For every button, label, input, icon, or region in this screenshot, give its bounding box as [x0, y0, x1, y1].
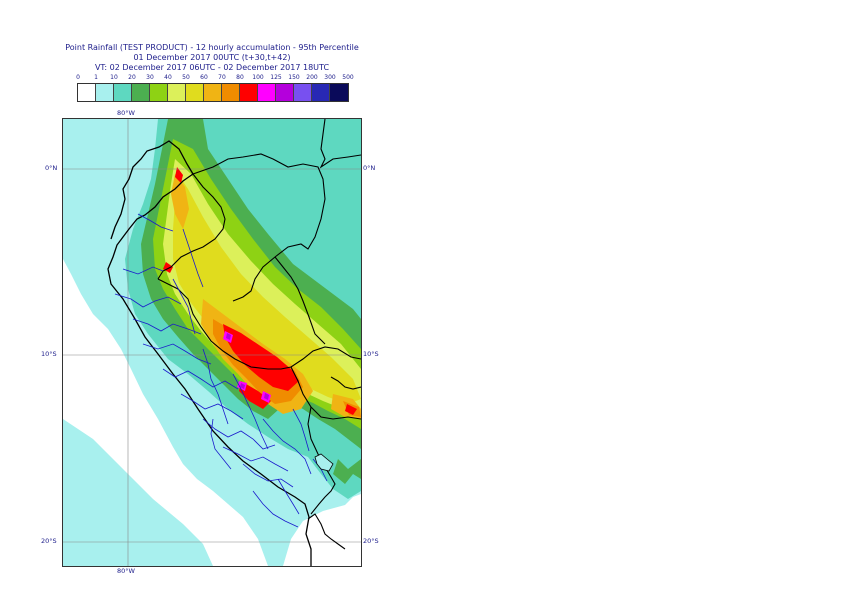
lat-label-right-20s: 20°S: [363, 537, 379, 545]
legend-tick-label: 60: [200, 74, 208, 81]
legend-swatch: [168, 84, 186, 101]
legend-swatch: [186, 84, 204, 101]
legend-tick-label: 70: [218, 74, 226, 81]
legend-tick-label: 100: [252, 74, 264, 81]
legend-swatch: [240, 84, 258, 101]
legend-tick-label: 10: [110, 74, 118, 81]
lat-label-left-0: 0°N: [45, 164, 58, 172]
legend-swatch: [258, 84, 276, 101]
legend-tick-label: 20: [128, 74, 136, 81]
legend-tick-label: 0: [76, 74, 80, 81]
rain-zone-80-100mm: [163, 167, 357, 415]
legend-swatch: [312, 84, 330, 101]
legend-tick-label: 300: [324, 74, 336, 81]
legend-swatch: [204, 84, 222, 101]
legend-tick-label: 40: [164, 74, 172, 81]
color-scale-legend: 0 1 10 20 30 40 50 60 70 80 100 125 150 200 300 500: [76, 74, 354, 104]
legend-tick-label: 200: [306, 74, 318, 81]
legend-tick-label: 50: [182, 74, 190, 81]
coastline: [107, 140, 312, 566]
graticule: [63, 119, 361, 566]
legend-tick-label: 125: [270, 74, 282, 81]
map-canvas: [63, 119, 361, 566]
legend-tick-label: 30: [146, 74, 154, 81]
legend-swatch: [96, 84, 114, 101]
lake-outline: [314, 453, 334, 472]
lat-label-right-0: 0°N: [363, 164, 376, 172]
lat-label-left-10s: 10°S: [41, 350, 57, 358]
legend-tick-label: 1: [94, 74, 98, 81]
rainfall-map[interactable]: [62, 118, 362, 567]
regional-borders: [114, 213, 328, 528]
validity-time-text: VT: 02 December 2017 06UTC - 02 December…: [94, 63, 330, 72]
legend-swatch: [78, 84, 96, 101]
legend-tick-label: 150: [288, 74, 300, 81]
legend-swatch: [132, 84, 150, 101]
map-title: Point Rainfall (TEST PRODUCT) - 12 hourl…: [65, 43, 359, 52]
forecast-run-text: 01 December 2017 00UTC (t+30,t+42): [133, 53, 291, 62]
legend-swatch: [276, 84, 294, 101]
legend-swatch: [330, 84, 348, 101]
legend-swatch: [222, 84, 240, 101]
lon-label-top: 80°W: [117, 109, 135, 117]
rain-zone-50-60mm: [173, 174, 361, 404]
legend-swatch: [294, 84, 312, 101]
lat-label-right-10s: 10°S: [363, 350, 379, 358]
national-borders: [157, 119, 361, 550]
legend-color-bar: [77, 83, 349, 102]
legend-tick-label: 500: [342, 74, 354, 81]
lon-label-bottom: 80°W: [117, 567, 135, 575]
legend-swatch: [150, 84, 168, 101]
legend-tick-label: 80: [236, 74, 244, 81]
lat-label-left-20s: 20°S: [41, 537, 57, 545]
legend-swatch: [114, 84, 132, 101]
